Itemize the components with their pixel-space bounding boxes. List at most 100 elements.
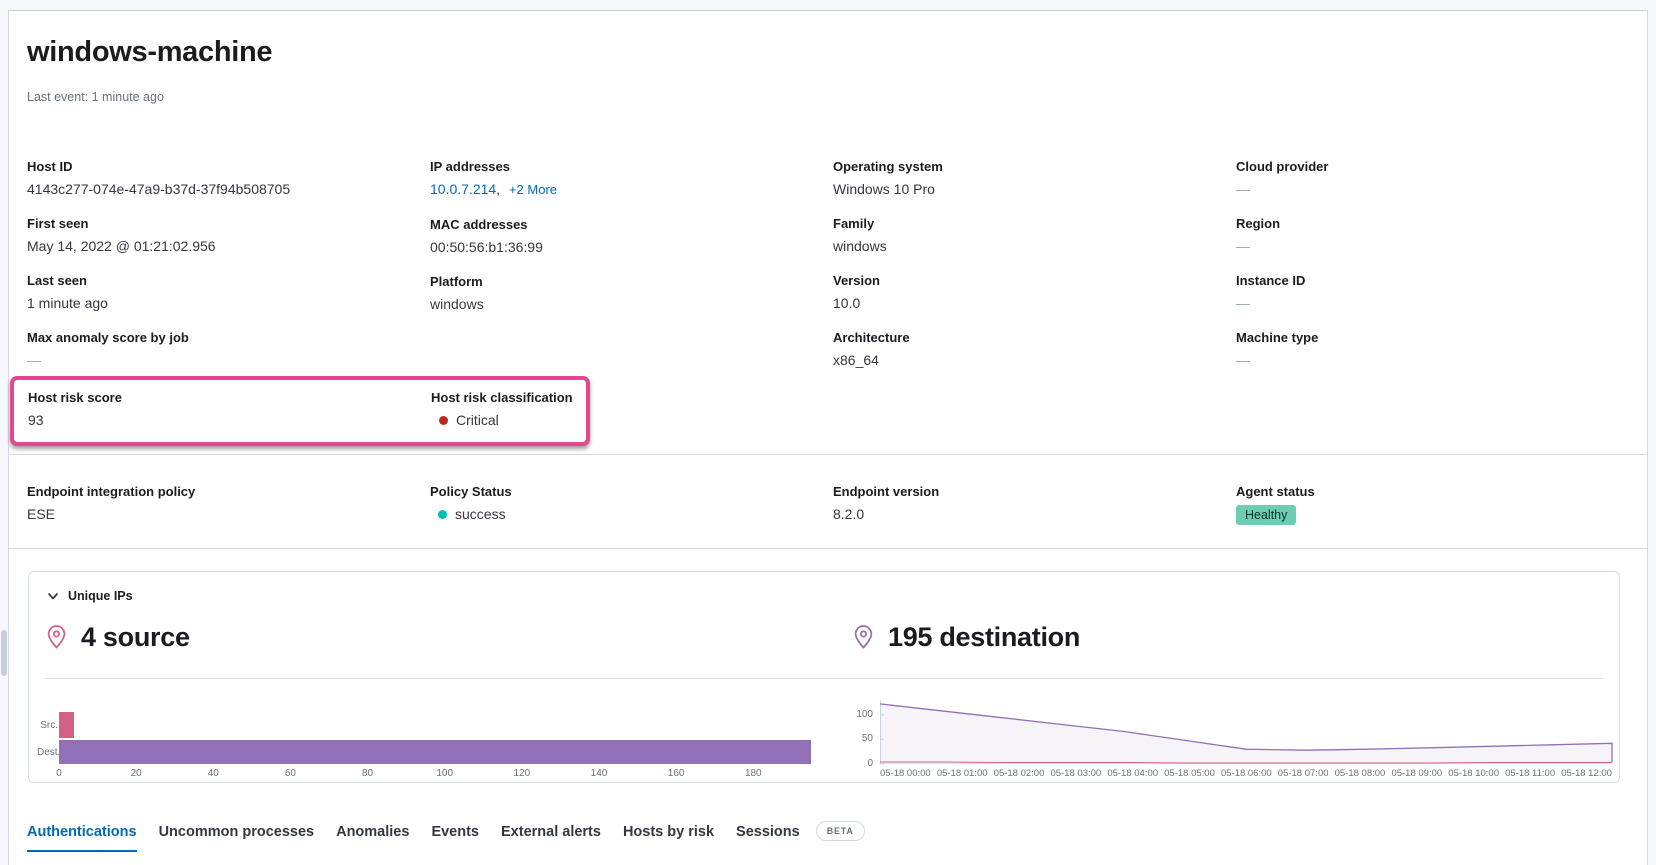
field-family: Family windows bbox=[833, 215, 1236, 256]
agent-healthy-badge: Healthy bbox=[1236, 505, 1296, 525]
field-label: Endpoint integration policy bbox=[27, 483, 430, 500]
axis-tick-label: 140 bbox=[591, 768, 608, 779]
tab-uncommon-processes[interactable]: Uncommon processes bbox=[159, 824, 315, 850]
field-label: Host ID bbox=[27, 158, 430, 175]
field-machine-type: Machine type — bbox=[1236, 329, 1639, 370]
field-policy-status: Policy Status success bbox=[430, 483, 833, 525]
field-host-risk-score: Host risk score 93 bbox=[28, 389, 431, 430]
axis-tick-label: 180 bbox=[745, 768, 762, 779]
field-label: Host risk classification bbox=[431, 389, 586, 406]
time-axis-label: 05-18 07:00 bbox=[1278, 768, 1329, 779]
endpoint-summary-row: Endpoint integration policy ESE Policy S… bbox=[27, 483, 1639, 541]
field-value: windows bbox=[430, 294, 833, 314]
bar-value bbox=[59, 740, 811, 764]
time-axis-label: 05-18 09:00 bbox=[1391, 768, 1442, 779]
collapse-toggle-button[interactable] bbox=[46, 590, 59, 603]
unique-ips-bar-rows: Src.Dest. bbox=[37, 712, 815, 764]
source-pin-icon bbox=[46, 624, 67, 650]
destination-ips-count: 195 destination bbox=[888, 622, 1080, 653]
field-label: Platform bbox=[430, 273, 833, 290]
axis-tick-label: 100 bbox=[856, 710, 873, 720]
field-value-empty: — bbox=[1236, 179, 1639, 199]
unique-ips-title: Unique IPs bbox=[68, 589, 133, 603]
field-label: IP addresses bbox=[430, 158, 833, 175]
field-value: x86_64 bbox=[833, 350, 1236, 370]
time-axis-label: 05-18 01:00 bbox=[937, 768, 988, 779]
field-cloud-provider: Cloud provider — bbox=[1236, 158, 1639, 199]
destination-pin-icon bbox=[853, 624, 874, 650]
field-value: ESE bbox=[27, 504, 430, 524]
risk-highlight-box: Host risk score 93 Host risk classificat… bbox=[10, 376, 590, 446]
field-label: Instance ID bbox=[1236, 272, 1639, 289]
tab-authentications[interactable]: Authentications bbox=[27, 824, 137, 852]
unique-ips-panel: Unique IPs 4 source 195 destination Src.… bbox=[28, 571, 1620, 783]
field-label: Policy Status bbox=[430, 483, 833, 500]
page-title: windows-machine bbox=[27, 36, 272, 69]
tab-anomalies[interactable]: Anomalies bbox=[336, 824, 409, 850]
time-axis-label: 05-18 02:00 bbox=[994, 768, 1045, 779]
time-axis-label: 05-18 06:00 bbox=[1221, 768, 1272, 779]
tab-external-alerts[interactable]: External alerts bbox=[501, 824, 601, 850]
time-axis-label: 05-18 03:00 bbox=[1050, 768, 1101, 779]
field-value: windows bbox=[833, 236, 1236, 256]
chevron-down-icon bbox=[47, 590, 59, 602]
field-last-seen: Last seen 1 minute ago bbox=[27, 272, 430, 313]
field-instance-id: Instance ID — bbox=[1236, 272, 1639, 313]
ip-address-link[interactable]: 10.0.7.214 bbox=[430, 181, 496, 197]
field-value: 4143c277-074e-47a9-b37d-37f94b508705 bbox=[27, 179, 430, 199]
section-divider bbox=[9, 454, 1647, 455]
tab-hosts-by-risk[interactable]: Hosts by risk bbox=[623, 824, 714, 850]
bar-category-label: Dest. bbox=[37, 747, 59, 758]
field-operating-system: Operating system Windows 10 Pro bbox=[833, 158, 1236, 199]
field-value-empty: — bbox=[27, 350, 430, 370]
field-label: Machine type bbox=[1236, 329, 1639, 346]
policy-status-value: success bbox=[455, 504, 506, 524]
host-detail-tabs: Authentications Uncommon processes Anoma… bbox=[27, 824, 865, 852]
field-first-seen: First seen May 14, 2022 @ 01:21:02.956 bbox=[27, 215, 430, 256]
unique-ips-bar-ticks: 020406080100120140160180 bbox=[59, 768, 815, 781]
unique-ips-area-svg bbox=[880, 700, 1612, 764]
field-label: MAC addresses bbox=[430, 216, 833, 233]
overview-column-2: IP addresses 10.0.7.214, +2 More MAC add… bbox=[430, 158, 833, 386]
time-axis-label: 05-18 08:00 bbox=[1335, 768, 1386, 779]
tab-events[interactable]: Events bbox=[431, 824, 479, 850]
overview-column-4: Cloud provider — Region — Instance ID — … bbox=[1236, 158, 1639, 386]
chart-path bbox=[880, 704, 1612, 764]
time-axis-label: 05-18 11:00 bbox=[1505, 768, 1555, 779]
field-label: Last seen bbox=[27, 272, 430, 289]
axis-tick-label: 60 bbox=[285, 768, 296, 779]
ip-more-link[interactable]: +2 More bbox=[509, 182, 557, 197]
critical-dot-icon bbox=[439, 416, 448, 425]
time-axis-label: 05-18 10:00 bbox=[1448, 768, 1499, 779]
field-label: Version bbox=[833, 272, 1236, 289]
field-label: Endpoint version bbox=[833, 483, 1236, 500]
field-host-risk-classification: Host risk classification Critical bbox=[431, 389, 586, 430]
overview-column-1: Host ID 4143c277-074e-47a9-b37d-37f94b50… bbox=[27, 158, 430, 386]
field-ip-addresses: IP addresses 10.0.7.214, +2 More bbox=[430, 158, 833, 200]
unique-ips-bar-chart: Src.Dest. 020406080100120140160180 bbox=[37, 712, 815, 781]
field-label: First seen bbox=[27, 215, 430, 232]
overview-column-3: Operating system Windows 10 Pro Family w… bbox=[833, 158, 1236, 386]
field-label: Family bbox=[833, 215, 1236, 232]
section-divider bbox=[9, 548, 1647, 549]
field-label: Region bbox=[1236, 215, 1639, 232]
host-risk-score-value: 93 bbox=[28, 410, 431, 430]
axis-tick-label: 40 bbox=[208, 768, 219, 779]
success-dot-icon bbox=[438, 510, 447, 519]
tab-sessions[interactable]: Sessions bbox=[736, 824, 800, 850]
field-max-anomaly-score: Max anomaly score by job — bbox=[27, 329, 430, 370]
axis-tick-label: 20 bbox=[131, 768, 142, 779]
field-endpoint-policy: Endpoint integration policy ESE bbox=[27, 483, 430, 525]
field-label: Agent status bbox=[1236, 483, 1639, 500]
unique-ips-area-xlabels: 05-18 00:00 05-18 01:00 05-18 02:00 05-18 0… bbox=[880, 768, 1612, 779]
bar-row-dest: Dest. bbox=[37, 740, 815, 764]
field-endpoint-version: Endpoint version 8.2.0 bbox=[833, 483, 1236, 525]
field-label: Host risk score bbox=[28, 389, 431, 406]
source-ips-count: 4 source bbox=[81, 622, 190, 653]
field-value: 00:50:56:b1:36:99 bbox=[430, 237, 833, 257]
left-scrollbar-thumb[interactable] bbox=[1, 630, 7, 676]
time-axis-label: 05-18 00:00 bbox=[880, 768, 931, 779]
beta-badge: BETA bbox=[816, 821, 865, 841]
axis-tick-label: 0 bbox=[56, 768, 62, 779]
last-event-text: Last event: 1 minute ago bbox=[27, 90, 164, 104]
